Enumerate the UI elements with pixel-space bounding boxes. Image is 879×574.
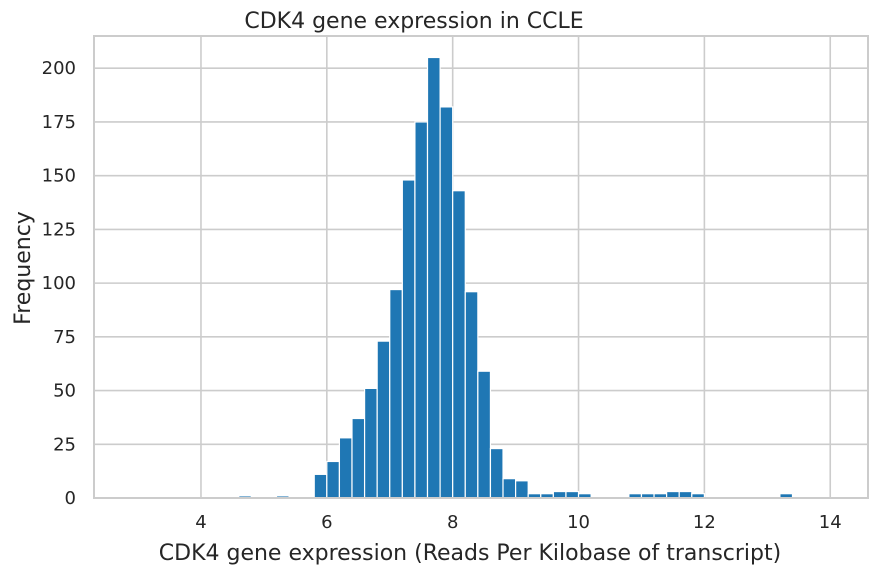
y-tick-labels: 0 25 50 75 100 125 150 175 200: [42, 58, 76, 509]
y-axis-label: Frequency: [11, 211, 36, 325]
y-tick-label: 150: [42, 166, 76, 187]
histogram-bar: [439, 106, 454, 499]
y-tick-label: 100: [42, 273, 76, 294]
histogram-bar: [351, 417, 366, 499]
x-tick-label: 8: [447, 512, 458, 533]
histogram-bar: [401, 179, 416, 499]
histogram-bar: [376, 340, 391, 499]
y-tick-label: 50: [53, 381, 76, 402]
x-tick-labels: 4 6 8 10 12 14: [195, 512, 841, 533]
histogram-bar: [338, 437, 353, 499]
y-tick-label: 200: [42, 58, 76, 79]
y-tick-label: 125: [42, 219, 76, 240]
x-tick-label: 6: [321, 512, 332, 533]
histogram-bar: [489, 447, 504, 499]
y-tick-label: 0: [65, 488, 76, 509]
chart-title: CDK4 gene expression in CCLE: [244, 9, 583, 34]
x-tick-label: 12: [693, 512, 716, 533]
histogram-bar: [363, 387, 378, 499]
y-tick-label: 25: [53, 434, 76, 455]
x-axis-label: CDK4 gene expression (Reads Per Kilobase…: [159, 541, 781, 566]
histogram-bar: [502, 478, 517, 499]
histogram-bar: [313, 473, 328, 499]
plot-frame: [93, 35, 869, 499]
bars: [238, 56, 794, 499]
y-tick-label: 175: [42, 112, 76, 133]
histogram-bar: [426, 56, 441, 499]
histogram-bar: [515, 480, 529, 499]
y-tick-label: 75: [53, 327, 76, 348]
histogram-bar: [414, 121, 429, 499]
histogram-bar: [452, 190, 466, 499]
histogram-bar: [477, 370, 492, 499]
x-tick-label: 4: [195, 512, 206, 533]
x-tick-label: 14: [819, 512, 842, 533]
x-tick-label: 10: [567, 512, 590, 533]
histogram-bar: [389, 288, 403, 499]
grid: [94, 36, 868, 499]
histogram-bar: [464, 291, 479, 499]
histogram-bar: [326, 460, 341, 499]
